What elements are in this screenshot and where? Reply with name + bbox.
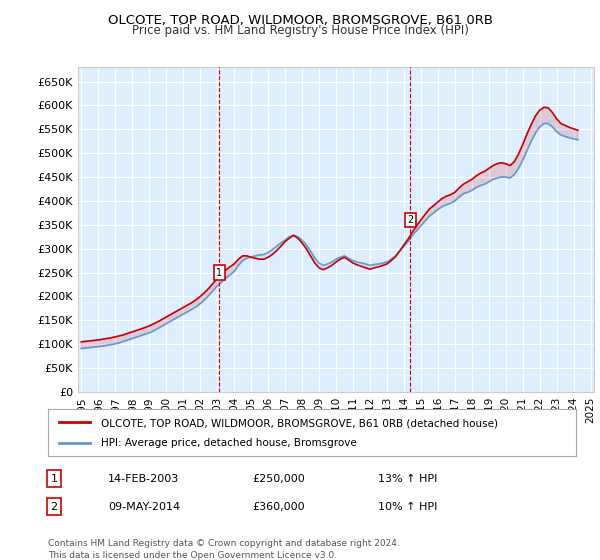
Text: £360,000: £360,000	[252, 502, 305, 512]
Text: 09-MAY-2014: 09-MAY-2014	[108, 502, 180, 512]
Text: OLCOTE, TOP ROAD, WILDMOOR, BROMSGROVE, B61 0RB (detached house): OLCOTE, TOP ROAD, WILDMOOR, BROMSGROVE, …	[101, 418, 498, 428]
Text: 13% ↑ HPI: 13% ↑ HPI	[378, 474, 437, 484]
Text: 14-FEB-2003: 14-FEB-2003	[108, 474, 179, 484]
Text: OLCOTE, TOP ROAD, WILDMOOR, BROMSGROVE, B61 0RB: OLCOTE, TOP ROAD, WILDMOOR, BROMSGROVE, …	[107, 14, 493, 27]
Text: 2: 2	[50, 502, 58, 512]
Text: 1: 1	[216, 268, 222, 278]
Text: £250,000: £250,000	[252, 474, 305, 484]
Text: Price paid vs. HM Land Registry's House Price Index (HPI): Price paid vs. HM Land Registry's House …	[131, 24, 469, 36]
Text: Contains HM Land Registry data © Crown copyright and database right 2024.
This d: Contains HM Land Registry data © Crown c…	[48, 539, 400, 560]
Text: HPI: Average price, detached house, Bromsgrove: HPI: Average price, detached house, Brom…	[101, 438, 356, 448]
Text: 10% ↑ HPI: 10% ↑ HPI	[378, 502, 437, 512]
Text: 1: 1	[50, 474, 58, 484]
Text: 2: 2	[407, 215, 413, 225]
